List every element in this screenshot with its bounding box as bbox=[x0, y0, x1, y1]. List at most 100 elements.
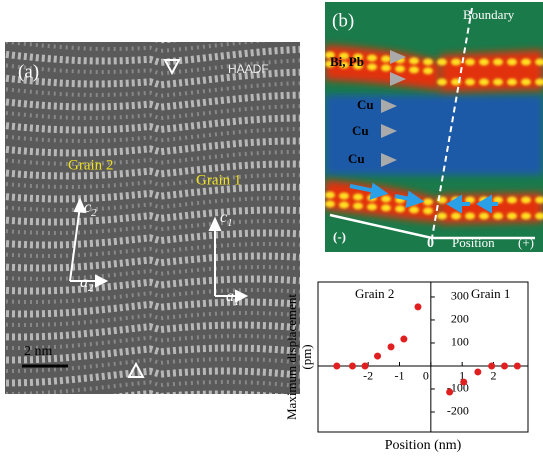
atom-dot bbox=[381, 204, 391, 211]
atom-dot bbox=[479, 213, 489, 220]
atom-dot bbox=[479, 79, 489, 86]
axis-origin-label: 0 bbox=[427, 236, 434, 251]
annotation: Grain 2 bbox=[355, 286, 394, 301]
annotation: Grain 1 bbox=[471, 286, 510, 301]
atom-label: Bi, Pb bbox=[330, 54, 364, 69]
atom-dot bbox=[339, 192, 349, 199]
atom-dot bbox=[423, 67, 433, 74]
point bbox=[333, 362, 340, 369]
atom-dot bbox=[437, 59, 447, 66]
axis-end-label: (-) bbox=[333, 229, 346, 244]
atom-dot bbox=[325, 192, 335, 199]
point bbox=[474, 368, 481, 375]
atom-dot bbox=[521, 79, 531, 86]
atom-dot bbox=[507, 59, 517, 66]
atom-dot bbox=[367, 54, 377, 61]
atom-dot bbox=[521, 59, 531, 66]
atom-dot bbox=[521, 213, 531, 220]
atom-dot bbox=[325, 201, 335, 208]
atom-dot bbox=[423, 198, 433, 205]
atom-dot bbox=[395, 65, 405, 72]
atom-dot bbox=[353, 193, 363, 200]
atom-dot bbox=[437, 79, 447, 86]
atom-dot bbox=[507, 213, 517, 220]
atom-dot bbox=[409, 66, 419, 73]
grain-label: Grain 1 bbox=[196, 172, 241, 188]
point bbox=[414, 303, 421, 310]
vector-sub: 2 bbox=[88, 282, 94, 294]
atom-dot bbox=[409, 206, 419, 213]
atom-dot bbox=[507, 79, 517, 86]
atom-row-faint bbox=[0, 405, 300, 418]
atom-dot bbox=[465, 79, 475, 86]
vector-base: a bbox=[226, 288, 234, 305]
atom-dot bbox=[493, 213, 503, 220]
atom-label: Cu bbox=[348, 151, 365, 166]
vector-base: c bbox=[220, 209, 227, 226]
x-axis-label: Position (nm) bbox=[385, 438, 462, 453]
point bbox=[514, 362, 521, 369]
point bbox=[362, 362, 369, 369]
point bbox=[374, 353, 381, 360]
x-tick-label: -1 bbox=[394, 369, 404, 383]
vector-base: a bbox=[80, 274, 88, 291]
atom-dot bbox=[339, 201, 349, 208]
atom-dot bbox=[465, 59, 475, 66]
scale-bar-label: 2 nm bbox=[24, 344, 53, 359]
y-tick-label: 100 bbox=[451, 335, 469, 349]
atom-dot bbox=[465, 213, 475, 220]
atom-dot bbox=[367, 63, 377, 70]
atom-dot bbox=[353, 202, 363, 209]
figure: (a) HAADF Grain 2 Grain 1 c2 a2 c1 a1 2 … bbox=[0, 0, 543, 455]
x-tick-label: 2 bbox=[491, 369, 497, 383]
vector-sub: 1 bbox=[234, 296, 240, 308]
point bbox=[488, 362, 495, 369]
atom-row bbox=[0, 27, 300, 40]
scatter-chart: -2-1012-200-100100200300Grain 2Grain 1Po… bbox=[284, 282, 528, 453]
atom-row bbox=[0, 394, 300, 407]
x-tick-label: -2 bbox=[363, 369, 373, 383]
atom-dot bbox=[451, 59, 461, 66]
atom-dot bbox=[367, 203, 377, 210]
mode-label: HAADF bbox=[228, 62, 269, 76]
atom-band bbox=[440, 50, 543, 92]
atom-dot bbox=[507, 197, 517, 204]
atom-dot bbox=[451, 213, 461, 220]
panel-label: (b) bbox=[332, 10, 354, 31]
atom-dot bbox=[381, 64, 391, 71]
point bbox=[501, 362, 508, 369]
y-axis-label: (pm) bbox=[299, 344, 314, 369]
point bbox=[400, 336, 407, 343]
atom-dot bbox=[395, 205, 405, 212]
axis-label: Position bbox=[452, 235, 495, 250]
y-axis-label: Maximum displacement bbox=[284, 294, 299, 420]
plot-frame bbox=[318, 282, 528, 432]
axis-end-label: (+) bbox=[518, 235, 534, 250]
panel-label: (a) bbox=[18, 61, 39, 82]
vector-sub: 1 bbox=[227, 217, 233, 229]
atom-dot bbox=[493, 79, 503, 86]
point bbox=[460, 379, 467, 386]
y-tick-label: 200 bbox=[451, 312, 469, 326]
atom-dot bbox=[381, 55, 391, 62]
atom-label: Cu bbox=[357, 97, 374, 112]
point bbox=[349, 362, 356, 369]
boundary-label: Boundary bbox=[463, 7, 515, 22]
atom-dot bbox=[437, 213, 447, 220]
y-tick-label: 300 bbox=[451, 289, 469, 303]
vector-base: c bbox=[84, 199, 91, 216]
atom-dot bbox=[479, 59, 489, 66]
point bbox=[388, 343, 395, 350]
atom-dot bbox=[521, 197, 531, 204]
atom-dot bbox=[423, 207, 433, 214]
vector-sub: 2 bbox=[91, 207, 97, 219]
point bbox=[446, 388, 453, 395]
atom-dot bbox=[493, 59, 503, 66]
atom-dot bbox=[381, 195, 391, 202]
atom-label: Cu bbox=[352, 123, 369, 138]
grain-label: Grain 2 bbox=[68, 157, 113, 173]
y-tick-label: -200 bbox=[447, 404, 469, 418]
atom-dot bbox=[409, 57, 419, 64]
x-tick-label: 0 bbox=[423, 369, 429, 383]
atom-dot bbox=[423, 58, 433, 65]
